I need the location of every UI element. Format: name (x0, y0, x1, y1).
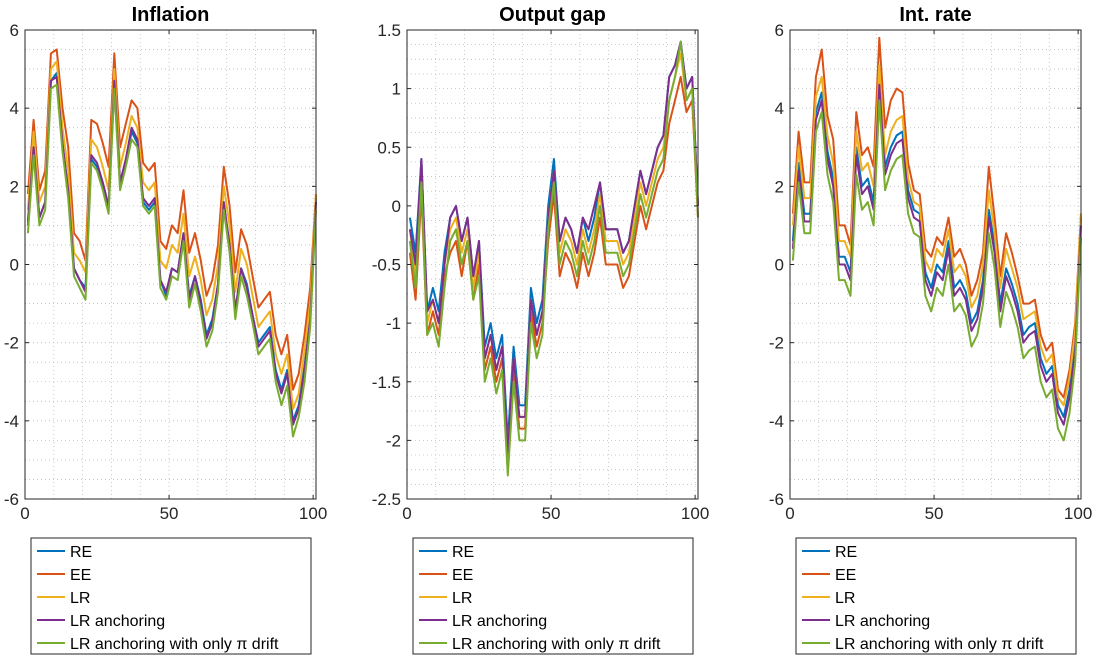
chart-title: Int. rate (899, 4, 971, 26)
x-tick-label: 100 (299, 504, 327, 523)
legend-label-3: LR anchoring (452, 613, 547, 630)
legend-label-0: RE (452, 544, 474, 561)
legend-label-1: EE (70, 567, 91, 584)
series-line-2 (791, 64, 1082, 407)
y-tick-label: 1 (392, 80, 401, 99)
y-tick-label: -1 (386, 314, 401, 333)
y-tick-label: -1.5 (372, 373, 401, 392)
legend-label-1: EE (835, 567, 856, 584)
chart-panel-1: 0 50 100 -2.5 -2 -1.5 -1 -0.5 0 0.5 1 1.5 Output gap… (372, 4, 709, 655)
y-tick-label: 2 (10, 177, 19, 196)
legend-label-4: LR anchoring with only π drift (452, 636, 661, 653)
y-tick-label: -0.5 (372, 256, 401, 275)
legend-label-1: EE (452, 567, 473, 584)
y-tick-label: -4 (4, 412, 19, 431)
legend: RE EE LR LR anchoring LR anchoring with only… (795, 537, 1077, 655)
legend: RE EE LR LR anchoring LR anchoring with only… (412, 537, 694, 655)
x-tick-label: 50 (160, 504, 179, 523)
x-tick-label: 100 (1064, 504, 1092, 523)
series-line-1 (26, 48, 317, 391)
y-tick-label: 2 (775, 177, 784, 196)
series-line-4 (408, 40, 699, 477)
axes-box (24, 29, 317, 500)
y-tick-label: 4 (10, 99, 19, 118)
y-tick-label: -2 (769, 334, 784, 353)
x-tick-label: 0 (20, 504, 29, 523)
y-tick-label: -4 (769, 412, 784, 431)
y-tick-label: 4 (775, 99, 784, 118)
legend-label-2: LR (70, 590, 90, 607)
y-tick-label: 0 (392, 197, 401, 216)
legend-label-2: LR (452, 590, 472, 607)
legend-label-4: LR anchoring with only π drift (835, 636, 1044, 653)
chart-panel-2: 0 50 100 -6 -4 -2 0 2 4 6 Int. rate RE EE LR LR anchor… (769, 4, 1092, 655)
x-tick-label: 50 (542, 504, 561, 523)
series-line-3 (408, 40, 699, 454)
series-line-0 (791, 75, 1082, 418)
legend-box (30, 537, 312, 655)
y-tick-label: 6 (775, 21, 784, 40)
y-tick-label: -2 (4, 334, 19, 353)
y-tick-label: 0 (10, 256, 19, 275)
y-tick-label: 0.5 (377, 138, 401, 157)
legend-box (412, 537, 694, 655)
legend: RE EE LR LR anchoring LR anchoring with only… (30, 537, 312, 655)
series-line-3 (791, 83, 1082, 426)
y-tick-label: -6 (4, 490, 19, 509)
chart-title: Output gap (499, 4, 606, 26)
y-tick-label: -2 (386, 431, 401, 450)
series-line-4 (26, 83, 317, 438)
axes-box (406, 29, 699, 500)
legend-label-2: LR (835, 590, 855, 607)
y-tick-label: 0 (775, 256, 784, 275)
axes-box (789, 29, 1082, 500)
y-tick-label: -6 (769, 490, 784, 509)
y-tick-label: -2.5 (372, 490, 401, 509)
legend-label-0: RE (835, 544, 857, 561)
y-tick-label: 6 (10, 21, 19, 40)
series-line-2 (26, 60, 317, 411)
x-tick-label: 50 (925, 504, 944, 523)
series-line-1 (791, 36, 1082, 399)
x-tick-label: 0 (402, 504, 411, 523)
x-tick-label: 100 (681, 504, 709, 523)
chart-title: Inflation (132, 4, 210, 26)
y-tick-label: 1.5 (377, 21, 401, 40)
x-tick-label: 0 (785, 504, 794, 523)
legend-label-3: LR anchoring (70, 613, 165, 630)
series-line-4 (791, 99, 1082, 442)
legend-label-0: RE (70, 544, 92, 561)
series-line-3 (26, 75, 317, 426)
chart-panel-0: 0 50 100 -6 -4 -2 0 2 4 6 Inflation RE EE LR LR anchor… (4, 4, 327, 655)
legend-label-3: LR anchoring (835, 613, 930, 630)
legend-label-4: LR anchoring with only π drift (70, 636, 279, 653)
legend-box (795, 537, 1077, 655)
